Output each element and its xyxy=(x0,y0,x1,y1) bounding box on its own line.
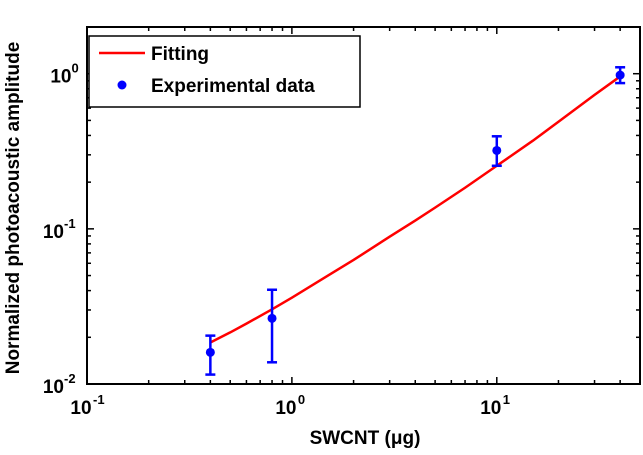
series-layer xyxy=(205,66,626,376)
data-point-group xyxy=(491,135,502,168)
data-point xyxy=(615,70,625,80)
legend-experimental-marker xyxy=(117,80,127,90)
legend-box xyxy=(88,35,361,108)
legend-fitting-label: Fitting xyxy=(151,44,209,65)
plot-frame xyxy=(86,26,641,385)
data-point-group xyxy=(205,334,216,376)
legend-experimental-label: Experimental data xyxy=(151,76,315,97)
legend: Fitting Experimental data xyxy=(88,35,361,108)
x-tick-label-exponent: 0 xyxy=(298,392,305,407)
y-tick-label-exponent: -1 xyxy=(64,216,76,231)
x-tick-label: 10 xyxy=(275,398,296,419)
y-tick-label: 10 xyxy=(43,222,64,243)
data-point xyxy=(492,145,502,155)
y-tick-label: 10 xyxy=(50,67,71,88)
data-point-group xyxy=(267,288,278,364)
fitting-line xyxy=(209,75,621,344)
y-tick-label-exponent: 0 xyxy=(72,61,79,76)
data-point xyxy=(267,313,277,323)
data-point xyxy=(205,347,215,357)
x-tick-label-exponent: -1 xyxy=(93,392,105,407)
x-tick-label: 10 xyxy=(70,398,91,419)
y-axis-label: Normalized photoacoustic amplitude xyxy=(3,42,24,375)
x-tick-label-exponent: 1 xyxy=(503,392,510,407)
ticks-layer: 10 -1 10 0 10 110 -210 -110 0 xyxy=(43,26,641,419)
y-tick-label-exponent: -2 xyxy=(64,371,76,386)
y-tick-label: 10 xyxy=(43,377,64,398)
x-axis-label: SWCNT (μg) xyxy=(310,428,421,449)
x-tick-label: 10 xyxy=(480,398,501,419)
data-point-group xyxy=(615,66,626,85)
